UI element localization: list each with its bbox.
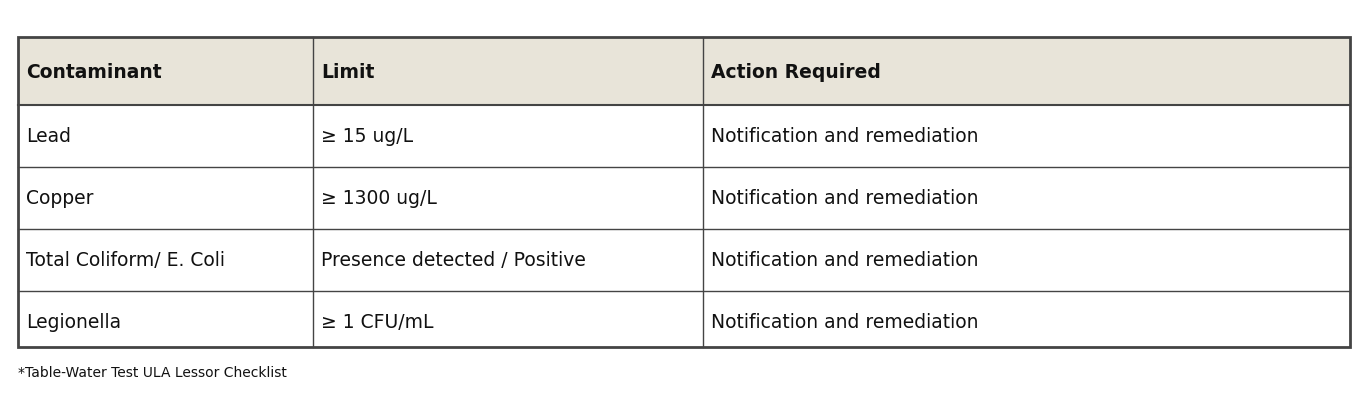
Bar	[18, 291, 1350, 353]
Text: Notification and remediation: Notification and remediation	[711, 251, 978, 270]
Bar	[18, 38, 1350, 347]
Bar	[18, 168, 1350, 229]
Text: *Table-Water Test ULA Lessor Checklist: *Table-Water Test ULA Lessor Checklist	[18, 365, 287, 379]
Text: Total Coliform/ E. Coli: Total Coliform/ E. Coli	[26, 251, 224, 270]
Bar	[18, 106, 1350, 168]
Text: Limit: Limit	[321, 62, 375, 81]
Text: ≥ 1 CFU/mL: ≥ 1 CFU/mL	[321, 313, 434, 332]
Text: Lead: Lead	[26, 127, 71, 146]
Text: Legionella: Legionella	[26, 313, 122, 332]
Bar	[18, 229, 1350, 291]
Text: Action Required: Action Required	[711, 62, 881, 81]
Text: Presence detected / Positive: Presence detected / Positive	[321, 251, 586, 270]
Text: Notification and remediation: Notification and remediation	[711, 313, 978, 332]
Text: ≥ 1300 ug/L: ≥ 1300 ug/L	[321, 189, 436, 208]
Text: Contaminant: Contaminant	[26, 62, 161, 81]
Text: Notification and remediation: Notification and remediation	[711, 127, 978, 146]
Text: Notification and remediation: Notification and remediation	[711, 189, 978, 208]
Text: Copper: Copper	[26, 189, 93, 208]
Bar	[18, 38, 1350, 106]
Text: ≥ 15 ug/L: ≥ 15 ug/L	[321, 127, 413, 146]
